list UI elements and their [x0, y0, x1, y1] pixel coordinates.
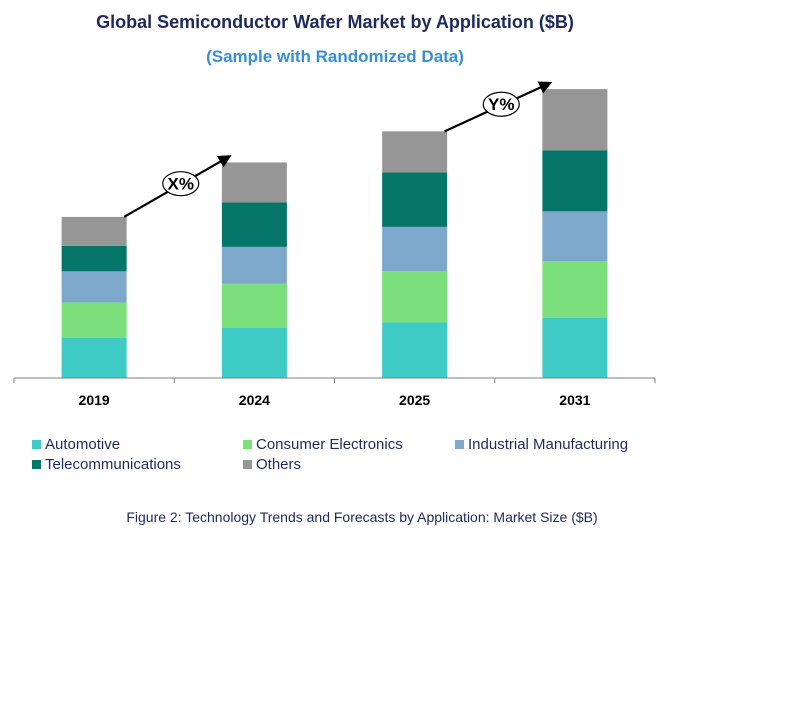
bar-segment-2025-telecommunications	[382, 172, 448, 227]
chart-subtitle: (Sample with Randomized Data)	[206, 47, 464, 66]
x-axis: 2019 2024 2025 2031	[13, 377, 656, 408]
legend-label: Telecommunications	[45, 456, 181, 473]
bar-segment-2025-others	[382, 131, 448, 173]
bar-segment-2024-automotive	[221, 328, 287, 378]
growth-label: Y%	[488, 95, 514, 114]
x-tick-label: 2019	[79, 392, 110, 408]
legend-label: Industrial Manufacturing	[468, 436, 629, 453]
bar-segment-2024-consumer-electronics	[221, 283, 287, 328]
bars-layer	[61, 89, 608, 378]
chart-title: Global Semiconductor Wafer Market by App…	[96, 12, 574, 32]
legend-label: Automotive	[45, 436, 121, 453]
x-tick-label: 2024	[239, 392, 270, 408]
bar-segment-2031-industrial-manufacturing	[542, 211, 608, 262]
x-tick-label: 2025	[399, 392, 430, 408]
figure-caption: Figure 2: Technology Trends and Forecast…	[126, 509, 598, 525]
bar-segment-2031-telecommunications	[542, 150, 608, 212]
legend-item: Industrial Manufacturing	[455, 436, 628, 453]
x-tick-label: 2031	[559, 392, 590, 408]
bar-segment-2019-consumer-electronics	[61, 302, 127, 338]
bar-segment-2025-consumer-electronics	[382, 271, 448, 323]
bar-segment-2031-automotive	[542, 318, 608, 378]
stacked-bar-chart: 2019 2024 2025 2031 X% Y%	[13, 81, 656, 408]
bar-segment-2019-telecommunications	[61, 245, 127, 272]
legend-item: Consumer Electronics	[243, 436, 403, 453]
legend-item: Automotive	[32, 436, 120, 453]
bar-segment-2024-others	[221, 162, 287, 203]
legend-label: Others	[256, 456, 302, 473]
legend-swatch	[455, 440, 464, 449]
legend-swatch	[243, 460, 252, 469]
legend-label: Consumer Electronics	[256, 436, 403, 453]
growth-label-bubble	[482, 91, 520, 117]
bar-segment-2024-telecommunications	[221, 202, 287, 247]
bar-segment-2019-automotive	[61, 338, 127, 378]
legend-item: Telecommunications	[32, 456, 181, 473]
bar-segment-2025-industrial-manufacturing	[382, 226, 448, 272]
bar-segment-2031-others	[542, 89, 608, 151]
growth-annotations: X% Y%	[123, 81, 553, 218]
growth-label-bubble	[162, 171, 200, 197]
bar-segment-2019-others	[61, 216, 127, 246]
legend-swatch	[32, 460, 41, 469]
bar-segment-2019-industrial-manufacturing	[61, 271, 127, 303]
legend-item: Others	[243, 456, 301, 473]
legend-swatch	[32, 440, 41, 449]
legend-swatch	[243, 440, 252, 449]
growth-label: X%	[168, 175, 194, 194]
bar-segment-2024-industrial-manufacturing	[221, 246, 287, 284]
bar-segment-2031-consumer-electronics	[542, 261, 608, 318]
bar-segment-2025-automotive	[382, 322, 448, 378]
